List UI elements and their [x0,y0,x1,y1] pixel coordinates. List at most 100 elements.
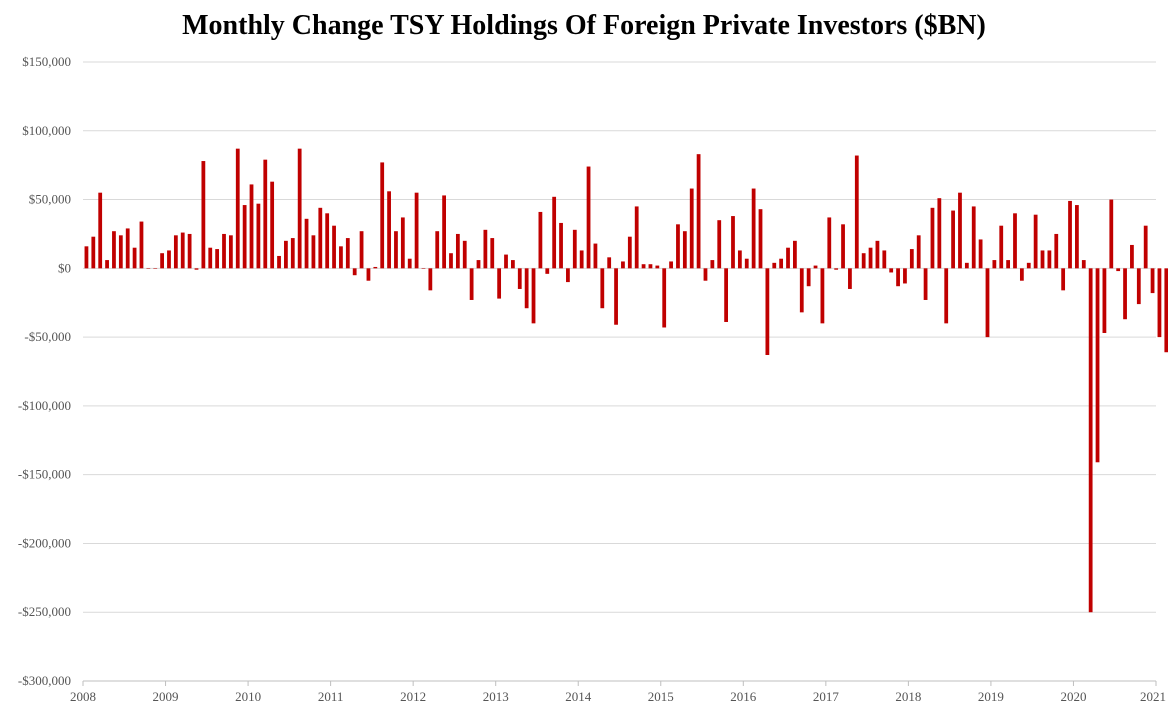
bar [1130,244,1134,269]
x-tick-label: 2011 [318,689,344,704]
bar [270,181,275,269]
bar [662,268,667,328]
x-tick-label: 2015 [648,689,674,704]
bar [455,233,460,269]
bar [772,262,777,269]
bar [600,268,605,309]
bar [951,210,955,269]
y-tick-label: $100,000 [22,123,71,138]
bar [786,247,790,269]
bar [194,268,199,270]
bar [572,229,577,269]
bar [682,231,687,269]
bar [992,260,997,269]
bar [1013,213,1017,269]
bar [407,258,412,269]
bar [827,217,832,269]
bar [132,247,137,269]
bar [139,221,144,269]
bar [449,253,453,269]
bar [173,235,178,269]
bar [160,253,164,269]
bar [985,268,990,338]
bar [263,159,268,269]
bar [332,225,336,269]
bar [676,224,680,269]
bar [105,260,109,269]
bar [146,268,151,269]
x-axis [82,680,1157,686]
bar [566,268,570,283]
x-tick-label: 2013 [483,689,509,704]
bar [710,260,715,269]
bar [779,258,784,269]
bar [497,268,502,299]
bar [1047,250,1052,269]
bar [222,233,226,269]
bar [621,261,625,269]
bar [1075,205,1079,269]
bar [1068,200,1072,269]
bar [1019,268,1024,281]
bar [1109,199,1114,269]
bar [304,218,309,269]
bar [793,240,797,269]
bar [1081,260,1086,269]
bar [366,268,371,281]
bar [483,229,488,269]
bar [215,249,220,269]
bar [854,155,859,269]
bar [978,239,983,269]
bar [930,207,935,269]
bar [442,195,446,269]
bar [586,166,591,269]
bar [689,188,694,269]
bar [352,268,357,276]
bar [242,205,247,269]
bar [964,262,969,269]
bar [297,148,302,269]
bar [153,268,158,269]
bar [284,240,288,269]
x-tick-label: 2019 [978,689,1004,704]
bar [1143,225,1148,269]
bar [84,246,89,269]
bar [249,184,254,269]
y-axis: $150,000 $100,000 $50,000 $0 -$50,000 -$100,0… [18,54,71,688]
bar [462,240,467,269]
bar [428,268,433,291]
bar [648,264,653,269]
bar [875,240,880,269]
chart-title: Monthly Change TSY Holdings Of Foreign P… [182,10,986,41]
bar [868,247,873,269]
bar [999,225,1004,269]
bar [208,247,213,269]
bar [669,261,673,269]
bar [318,207,323,269]
bar [937,198,942,269]
bar [490,238,495,269]
bar [531,268,536,324]
bar [1033,214,1038,269]
bar [896,268,900,287]
bar [125,228,130,269]
bar [91,236,96,269]
bar-series [84,148,1168,613]
bar [112,231,116,269]
x-tick-label: 2018 [895,689,921,704]
bar [806,268,811,287]
bar [380,162,385,269]
bar [476,260,481,269]
bar [717,220,722,269]
bar [510,260,515,269]
bar [339,246,343,269]
y-tick-label: -$200,000 [18,535,71,550]
bar [916,235,921,269]
bar [579,250,584,269]
y-tick-label: $150,000 [22,54,71,69]
bar [552,196,557,269]
bar [1136,268,1141,305]
bar [1061,268,1066,291]
x-tick-label: 2021 [1140,689,1166,704]
